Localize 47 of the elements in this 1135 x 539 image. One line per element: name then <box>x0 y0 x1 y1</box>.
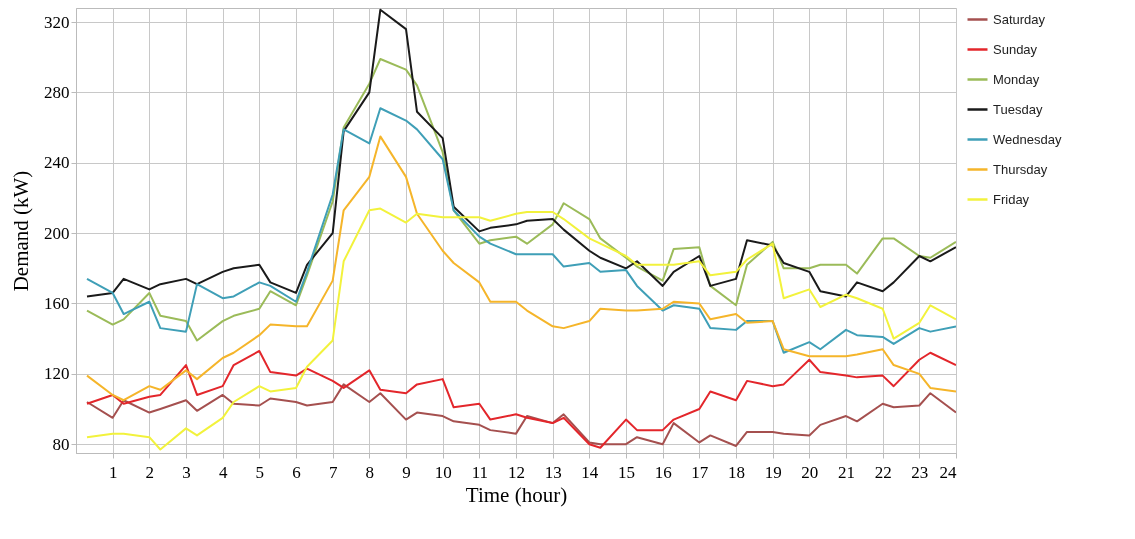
y-tick-label: 280 <box>44 82 70 102</box>
y-tick-label: 80 <box>52 434 70 454</box>
legend-label: Monday <box>993 71 1040 87</box>
legend-label: Wednesday <box>993 131 1062 147</box>
line-series <box>86 58 956 342</box>
x-tick-label: 16 <box>654 462 672 482</box>
x-tick-label: 23 <box>911 462 929 482</box>
x-tick-label: 22 <box>874 462 892 482</box>
x-tick-label: 5 <box>255 462 265 482</box>
line-series <box>86 135 956 402</box>
line-series <box>86 383 956 447</box>
y-axis-title: Demand (kW) <box>9 170 33 292</box>
legend-label: Tuesday <box>993 101 1043 117</box>
x-tick-label: 4 <box>218 462 228 482</box>
x-tick-label: 24 <box>939 462 957 482</box>
y-tick-label: 120 <box>44 364 70 384</box>
legend-label: Sunday <box>993 41 1038 57</box>
x-tick-label: 15 <box>618 462 635 482</box>
x-tick-label: 19 <box>764 462 782 482</box>
x-axis-title: Time (hour) <box>465 482 568 507</box>
line-series <box>86 207 956 451</box>
x-tick-label: 8 <box>365 462 375 482</box>
line-series <box>86 8 956 298</box>
legend-label: Saturday <box>993 11 1046 27</box>
y-tick-label: 200 <box>44 223 70 243</box>
x-tick-label: 10 <box>434 462 452 482</box>
x-tick-label: 3 <box>182 462 191 482</box>
line-series <box>86 107 956 354</box>
legend-label: Thursday <box>993 161 1048 177</box>
x-tick-label: 20 <box>801 462 819 482</box>
x-tick-label: 21 <box>838 462 855 482</box>
x-tick-label: 7 <box>328 462 338 482</box>
x-tick-label: 13 <box>544 462 562 482</box>
y-tick-label: 320 <box>44 12 70 32</box>
x-tick-label: 1 <box>108 462 118 482</box>
x-tick-label: 14 <box>581 462 599 482</box>
x-tick-label: 11 <box>471 462 489 482</box>
x-tick-label: 17 <box>691 462 709 482</box>
x-tick-label: 6 <box>292 462 301 482</box>
x-tick-label: 18 <box>728 462 745 482</box>
line-series <box>86 349 956 449</box>
legend-label: Friday <box>993 191 1030 207</box>
x-tick-label: 2 <box>145 462 155 482</box>
y-tick-label: 240 <box>44 153 70 173</box>
y-tick-label: 160 <box>44 293 70 313</box>
x-tick-label: 9 <box>402 462 411 482</box>
x-tick-label: 12 <box>508 462 525 482</box>
